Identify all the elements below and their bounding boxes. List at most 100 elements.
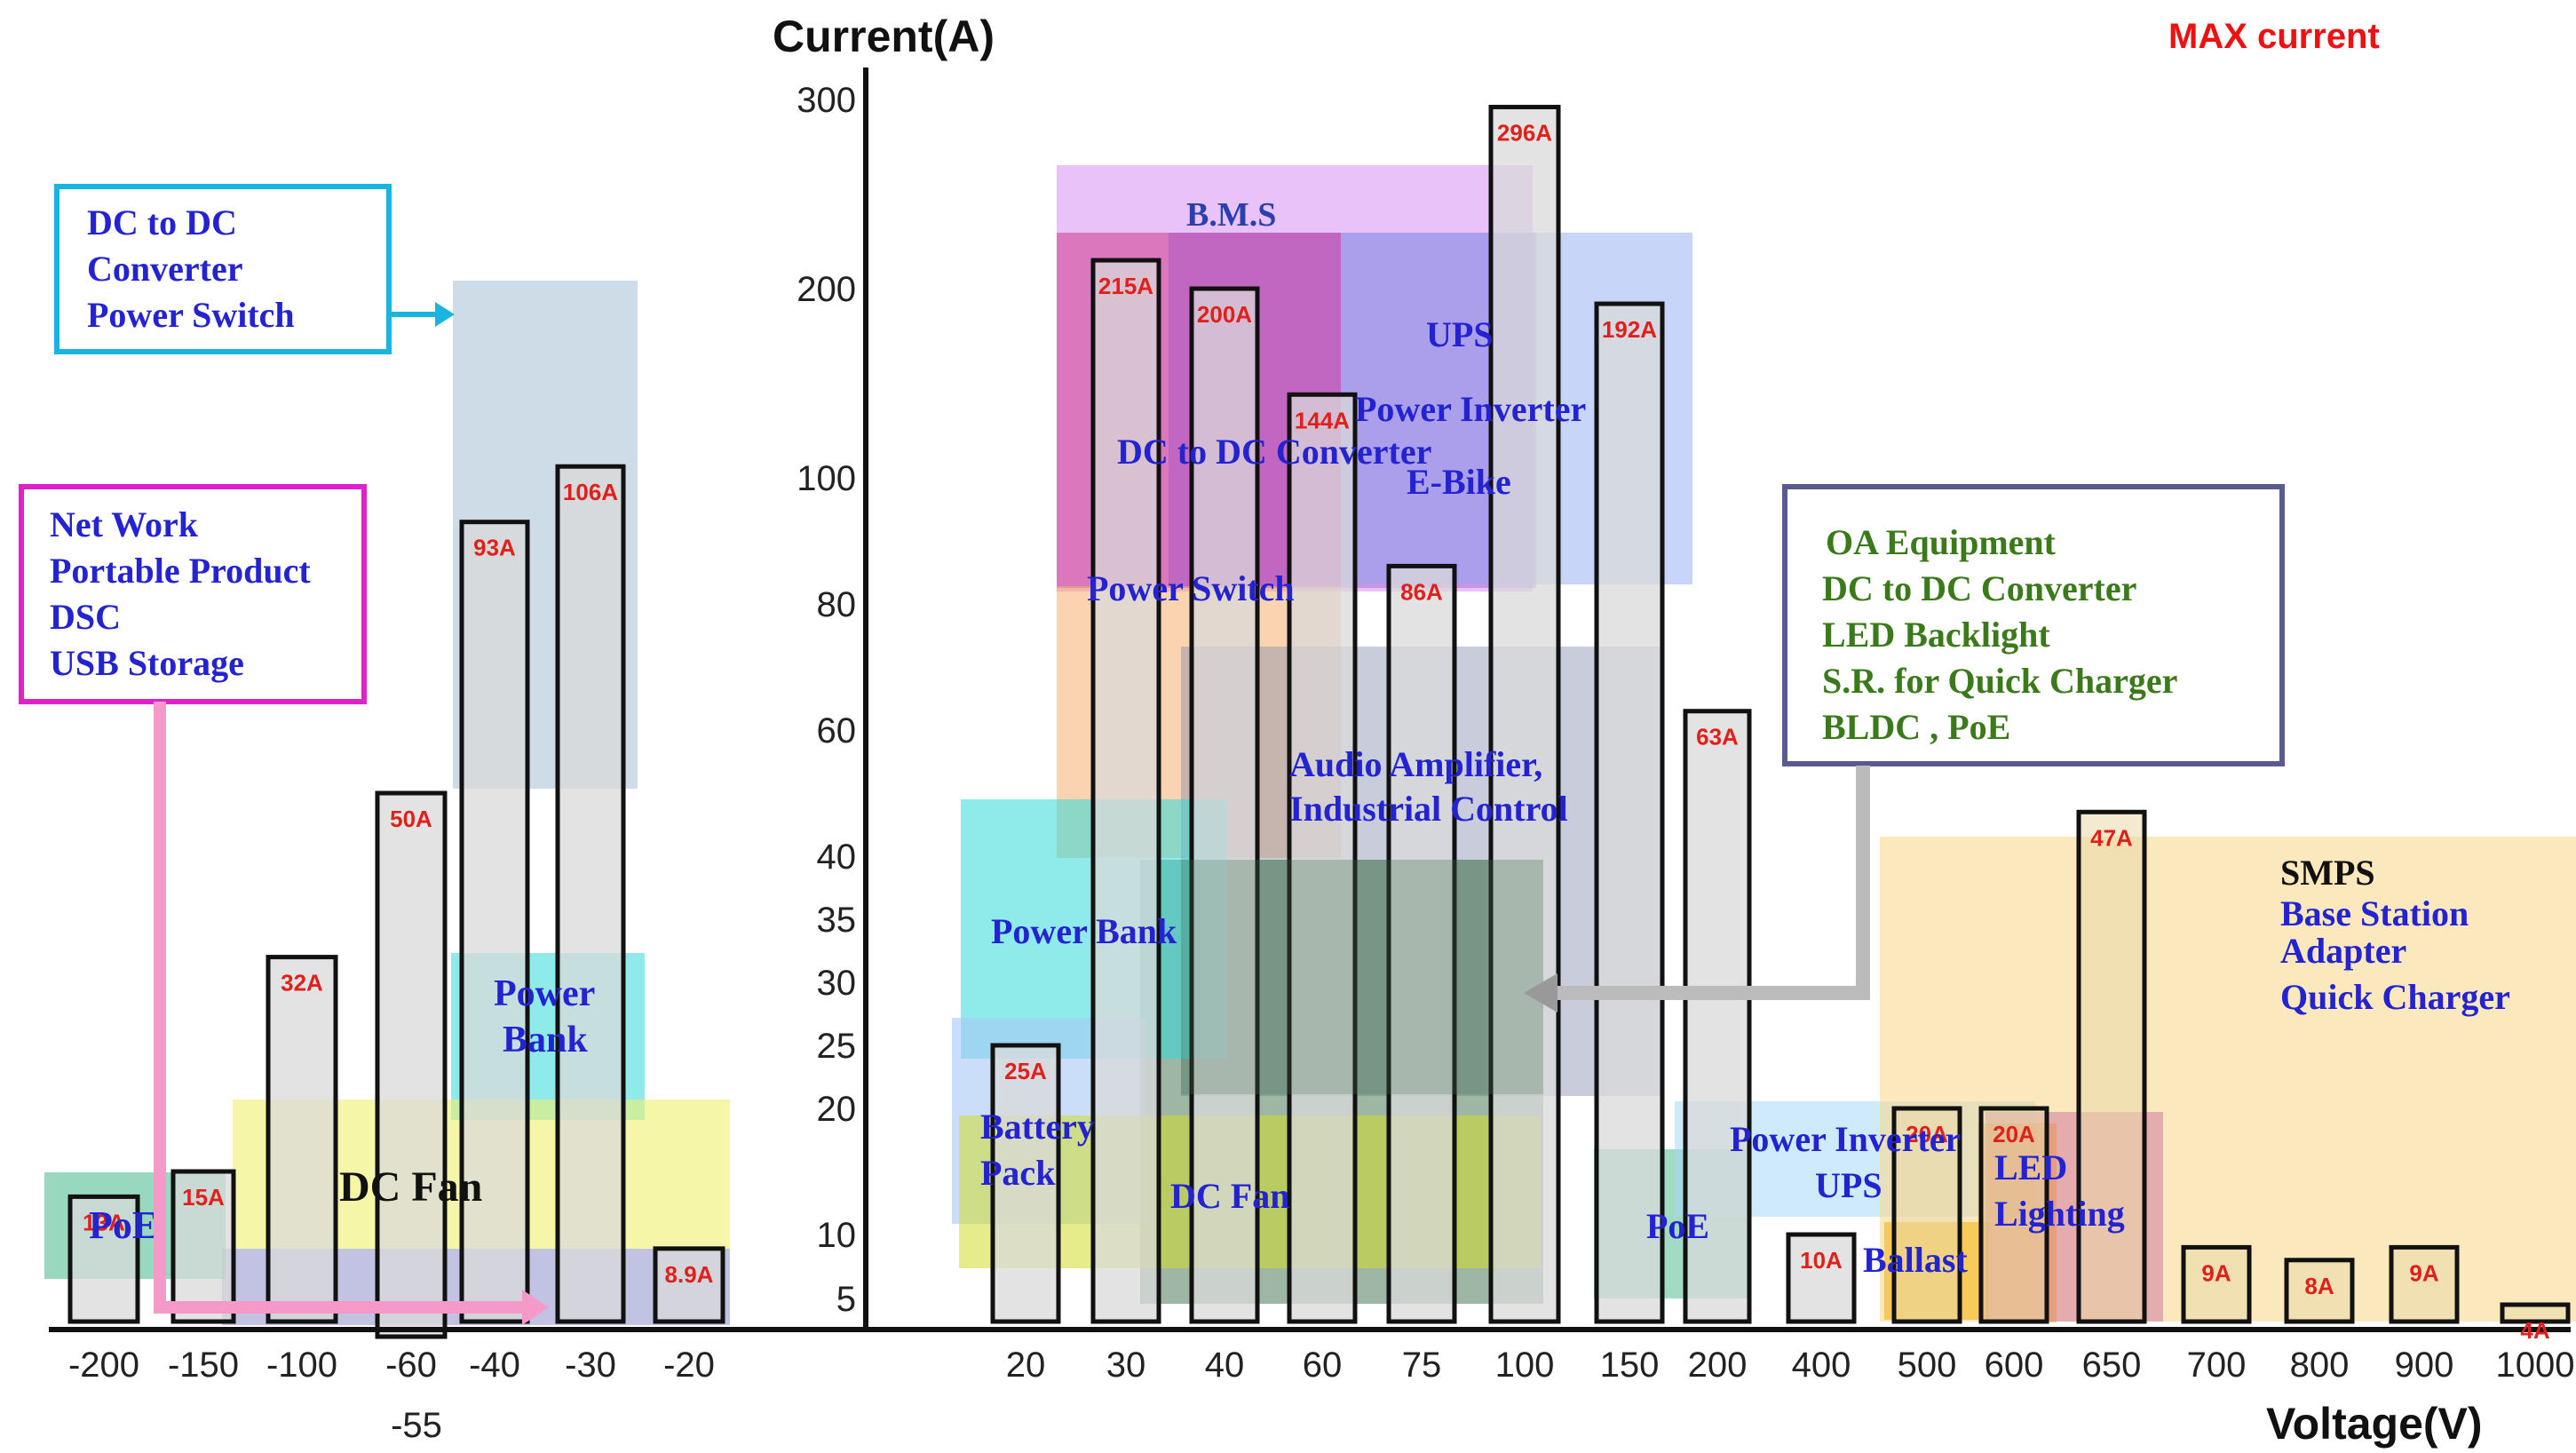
region-label: Base Station bbox=[2280, 893, 2469, 933]
region-label: LED bbox=[1994, 1147, 2067, 1187]
bar-value-label: 192A bbox=[1602, 316, 1657, 343]
left-region-label: Power bbox=[494, 973, 595, 1014]
callout-line: USB Storage bbox=[50, 643, 244, 683]
x-tick-label: 1000 bbox=[2496, 1346, 2575, 1385]
y-tick-label: 300 bbox=[797, 81, 856, 120]
y-tick-label: 100 bbox=[797, 459, 856, 498]
x-tick-label: -55 bbox=[391, 1406, 442, 1445]
region-label: DC to DC Converter bbox=[1117, 432, 1431, 472]
bar bbox=[266, 955, 338, 1324]
bar bbox=[2389, 1244, 2460, 1324]
bar bbox=[67, 1194, 140, 1324]
y-tick-label: 35 bbox=[817, 901, 857, 940]
y-tick-label: 25 bbox=[817, 1027, 857, 1066]
y-tick-label: 10 bbox=[817, 1216, 857, 1255]
bar bbox=[990, 1043, 1061, 1324]
x-tick-label: 400 bbox=[1792, 1346, 1851, 1385]
x-tick-label: 30 bbox=[1106, 1346, 1146, 1385]
x-tick-label: -100 bbox=[266, 1346, 337, 1385]
y-tick-label: 30 bbox=[817, 964, 857, 1003]
y-tick-label: 200 bbox=[797, 270, 856, 309]
x-tick-label: 650 bbox=[2082, 1346, 2142, 1385]
arrow-line bbox=[154, 702, 524, 1314]
callout-line: OA Equipment bbox=[1826, 522, 2057, 562]
bar-value-label: 4A bbox=[2520, 1317, 2549, 1344]
bar-value-label: 63A bbox=[1696, 724, 1739, 750]
region-label: Quick Charger bbox=[2280, 977, 2510, 1017]
callout-box bbox=[19, 484, 367, 704]
x-tick-label: 800 bbox=[2290, 1346, 2350, 1385]
y-tick-label: 5 bbox=[836, 1280, 856, 1319]
region-label: Ballast bbox=[1863, 1240, 1968, 1280]
y-tick-label: 60 bbox=[817, 711, 857, 750]
x-tick-label: 40 bbox=[1205, 1346, 1245, 1385]
callout-line: Portable Product bbox=[50, 551, 311, 591]
bar-value-label: 10A bbox=[1800, 1247, 1843, 1274]
callout-box bbox=[54, 184, 392, 354]
x-tick-label: 500 bbox=[1898, 1346, 1957, 1385]
bar-value-label: 93A bbox=[473, 535, 516, 561]
callouts: DC to DC Converter Power Switch Net Work Por… bbox=[19, 184, 2285, 1325]
bar-value-label: 47A bbox=[2090, 824, 2133, 851]
x-tick-label: 100 bbox=[1495, 1346, 1555, 1385]
bar-value-label: 25A bbox=[1004, 1058, 1047, 1084]
application-regions-overlay bbox=[1181, 860, 1543, 1094]
y-tick-label: 20 bbox=[817, 1090, 857, 1129]
callout-line: LED Backlight bbox=[1822, 615, 2050, 655]
x-tick-label: 200 bbox=[1688, 1346, 1748, 1385]
bar-value-label: 9A bbox=[2409, 1259, 2438, 1286]
x-tick-label: -40 bbox=[469, 1346, 520, 1385]
x-tick-label: -150 bbox=[168, 1346, 239, 1385]
x-tick-label: 700 bbox=[2187, 1346, 2247, 1385]
x-tick-label: -60 bbox=[385, 1346, 437, 1385]
x-tick-label: 600 bbox=[1985, 1346, 2044, 1385]
bar bbox=[1594, 301, 1665, 1324]
bar-value-label: 13A bbox=[83, 1209, 125, 1235]
region-label: Pack bbox=[980, 1153, 1056, 1193]
region-label: E-Bike bbox=[1407, 462, 1511, 502]
y-tick-label: 40 bbox=[817, 838, 857, 877]
x-axis-title: Voltage(V) bbox=[2266, 1399, 2483, 1449]
region-label: Adapter bbox=[2280, 931, 2406, 971]
bar-value-label: 215A bbox=[1098, 273, 1153, 299]
bar bbox=[2181, 1244, 2252, 1324]
region-label: PoE bbox=[1646, 1206, 1709, 1246]
bar-value-label: 296A bbox=[1497, 120, 1552, 147]
bar-value-label: 9A bbox=[2201, 1259, 2231, 1286]
region-overlay bbox=[1181, 860, 1543, 1094]
bar-value-label: 144A bbox=[1295, 407, 1350, 433]
arrow-line bbox=[1552, 766, 1870, 1000]
bar-value-label: 106A bbox=[563, 479, 618, 505]
bar bbox=[170, 1169, 236, 1324]
bar-value-label: 32A bbox=[281, 970, 323, 996]
bar bbox=[1189, 286, 1260, 1324]
callout-line: Net Work bbox=[50, 504, 199, 544]
left-region-label: PoE bbox=[89, 1203, 158, 1247]
x-tick-label: 20 bbox=[1006, 1346, 1046, 1385]
arrow-head bbox=[1524, 973, 1557, 1012]
x-tick-label: -200 bbox=[68, 1346, 139, 1385]
bar bbox=[2500, 1302, 2571, 1324]
region-label: Power Inverter bbox=[1355, 389, 1586, 429]
callout-line: DSC bbox=[50, 597, 121, 637]
bar bbox=[1683, 709, 1752, 1324]
region-label: Battery bbox=[980, 1107, 1095, 1147]
region-label: Audio Amplifier, bbox=[1289, 744, 1542, 784]
callout-line: BLDC , PoE bbox=[1822, 707, 2010, 747]
callout-box bbox=[1782, 484, 2285, 766]
left-region-label: Bank bbox=[503, 1020, 588, 1060]
arrow-head bbox=[522, 1290, 549, 1325]
bar-value-label: 20A bbox=[1993, 1121, 2035, 1147]
region-label: Power Bank bbox=[991, 911, 1177, 951]
bar bbox=[1978, 1106, 2049, 1324]
bars bbox=[67, 105, 2571, 1339]
max-current-note: MAX current bbox=[2168, 17, 2380, 56]
y-axis-title: Current(A) bbox=[773, 12, 995, 61]
x-tick-label: 60 bbox=[1303, 1346, 1343, 1385]
bar bbox=[1488, 105, 1561, 1324]
region-label: SMPS bbox=[2280, 853, 2375, 893]
region-label: Power Inverter bbox=[1730, 1119, 1961, 1159]
region-label: Power Switch bbox=[1087, 568, 1295, 608]
callout-line: S.R. for Quick Charger bbox=[1822, 661, 2177, 701]
